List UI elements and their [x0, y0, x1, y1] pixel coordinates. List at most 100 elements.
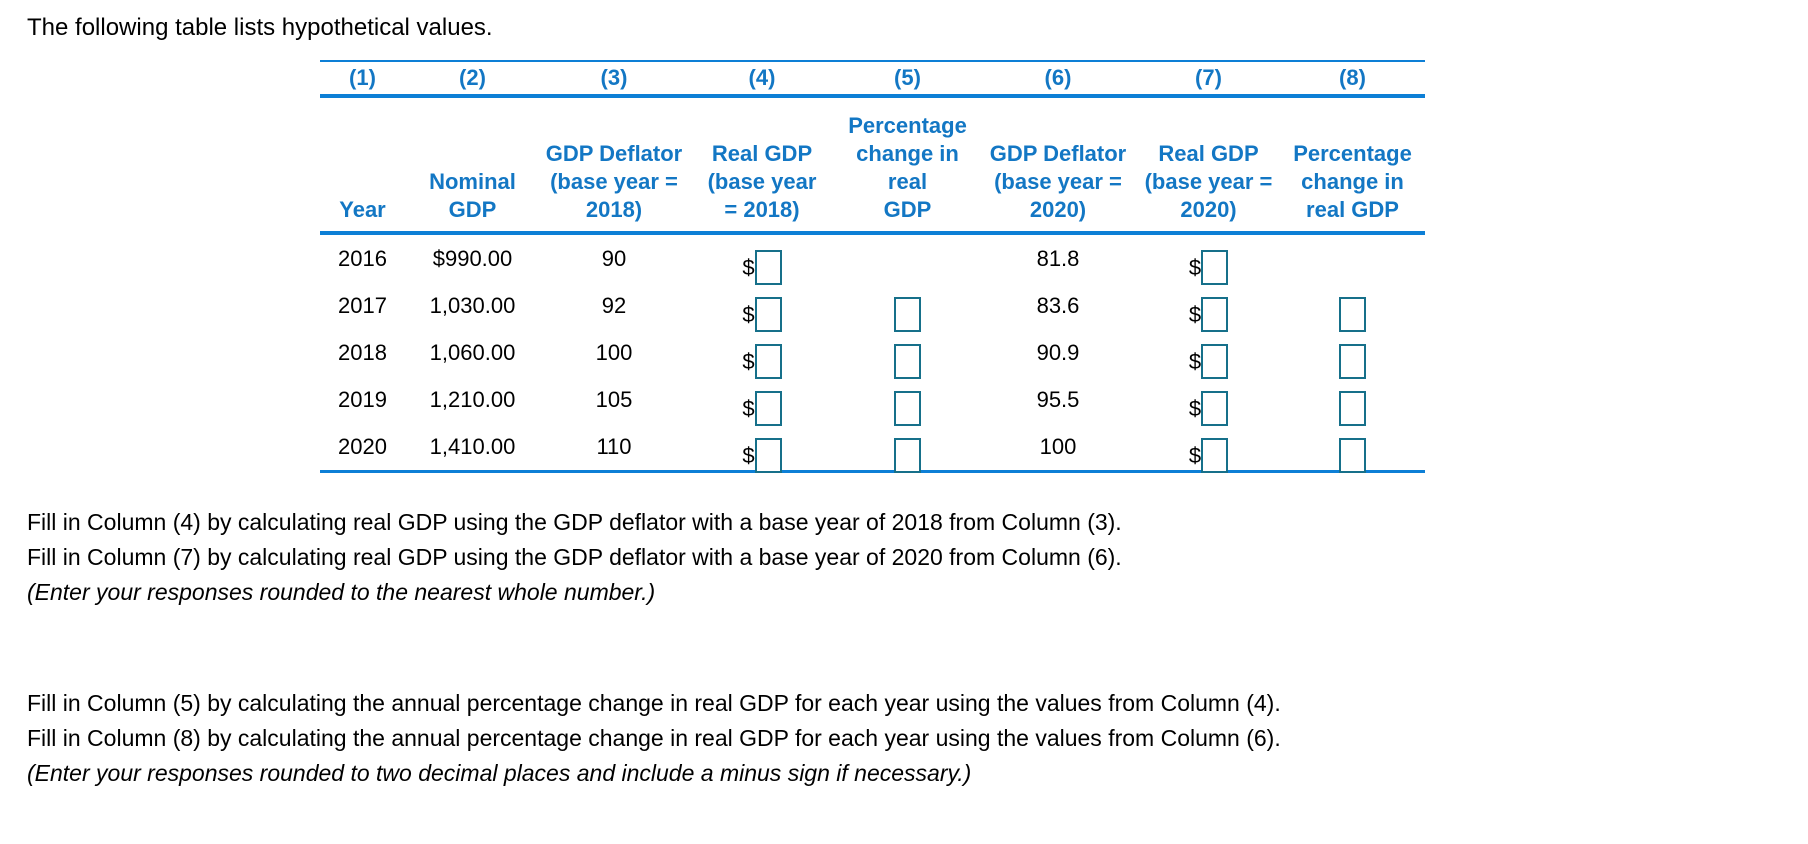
- pct-change-col5-input[interactable]: [894, 297, 921, 332]
- column-number: (3): [600, 65, 628, 90]
- real-gdp-2020-input[interactable]: [1201, 250, 1229, 285]
- table-row: 2017 1,030.00 92 $ 83.6 $: [320, 282, 1425, 332]
- year-cell: 2018: [338, 339, 387, 365]
- real-gdp-2018-cell: $: [688, 382, 836, 426]
- gdp-deflator-2020-cell: 81.8: [1036, 245, 1080, 271]
- real-gdp-2018-input[interactable]: [754, 297, 782, 332]
- instruction-note: (Enter your responses rounded to two dec…: [27, 760, 972, 786]
- column-number: (7): [1195, 65, 1222, 90]
- real-gdp-2020-cell: $: [1137, 241, 1280, 285]
- header-real-gdp-2018: Real GDP (base year = 2018): [707, 141, 817, 222]
- nominal-gdp-cell: 1,030.00: [429, 292, 516, 318]
- dollar-sign: $: [1188, 348, 1202, 374]
- real-gdp-2020-input[interactable]: [1201, 344, 1229, 379]
- nominal-gdp-cell: 1,410.00: [429, 433, 516, 459]
- header-pct-change-col8: Percentage change in real GDP: [1293, 141, 1412, 222]
- pct-change-col8-input[interactable]: [1339, 297, 1366, 332]
- gdp-deflator-2018-cell: 90: [601, 245, 627, 271]
- intro-text: The following table lists hypothetical v…: [27, 14, 493, 41]
- instructions-block-2: Fill in Column (5) by calculating the an…: [27, 686, 1281, 791]
- table-row: 2019 1,210.00 105 $ 95.5 $: [320, 376, 1425, 426]
- column-number: (8): [1339, 65, 1366, 90]
- pct-change-col5-input[interactable]: [894, 344, 921, 379]
- table-row: 2020 1,410.00 110 $ 100 $: [320, 423, 1425, 473]
- column-number-row: (1) (2) (3) (4) (5) (6) (7) (8): [320, 60, 1425, 98]
- gdp-deflator-2018-cell: 110: [596, 433, 632, 459]
- dollar-sign: $: [1188, 254, 1202, 280]
- instruction-line: Fill in Column (4) by calculating real G…: [27, 509, 1122, 535]
- dollar-sign: $: [1188, 395, 1202, 421]
- real-gdp-2020-input[interactable]: [1201, 438, 1229, 473]
- real-gdp-2018-input[interactable]: [754, 250, 782, 285]
- gdp-deflator-2018-cell: 100: [595, 339, 633, 365]
- dollar-sign: $: [1188, 442, 1202, 468]
- pct-change-col8-input[interactable]: [1339, 391, 1366, 426]
- real-gdp-2020-cell: $: [1137, 382, 1280, 426]
- instructions-block-1: Fill in Column (4) by calculating real G…: [27, 505, 1122, 610]
- header-pct-change-col5: Percentage change in real GDP: [848, 113, 967, 222]
- instruction-note: (Enter your responses rounded to the nea…: [27, 579, 656, 605]
- real-gdp-2020-cell: $: [1137, 288, 1280, 332]
- nominal-gdp-cell: 1,210.00: [429, 386, 516, 412]
- column-header-row: Year Nominal GDP GDP Deflator (base year…: [320, 98, 1425, 235]
- pct-change-col5-cell: [836, 335, 979, 379]
- header-nominal-gdp: Nominal GDP: [429, 169, 516, 222]
- table-body: 2016 $990.00 90 $ 81.8 $ 2017 1,030.00 9…: [320, 235, 1425, 473]
- real-gdp-2018-input[interactable]: [754, 344, 782, 379]
- dollar-sign: $: [742, 348, 755, 374]
- pct-change-col5-input[interactable]: [894, 391, 921, 426]
- real-gdp-2018-cell: $: [688, 241, 836, 285]
- nominal-gdp-cell: $990.00: [432, 245, 513, 271]
- pct-change-col8-input[interactable]: [1339, 344, 1366, 379]
- real-gdp-2018-cell: $: [688, 429, 836, 473]
- real-gdp-2018-cell: $: [688, 335, 836, 379]
- pct-change-col5-cell: [836, 382, 979, 426]
- gdp-deflator-2020-cell: 83.6: [1036, 292, 1080, 318]
- gdp-deflator-2020-cell: 100: [1039, 433, 1077, 459]
- gdp-deflator-2018-cell: 92: [601, 292, 627, 318]
- gdp-deflator-2020-cell: 90.9: [1036, 339, 1080, 365]
- column-number: (1): [349, 65, 376, 90]
- column-number: (4): [748, 65, 776, 90]
- instruction-line: Fill in Column (8) by calculating the an…: [27, 725, 1281, 751]
- column-number: (5): [894, 65, 921, 90]
- pct-change-col8-cell: [1280, 288, 1425, 332]
- table-row: 2016 $990.00 90 $ 81.8 $: [320, 235, 1425, 285]
- pct-change-col5-input[interactable]: [894, 438, 921, 473]
- dollar-sign: $: [742, 301, 755, 327]
- table-row: 2018 1,060.00 100 $ 90.9 $: [320, 329, 1425, 379]
- pct-change-col8-input[interactable]: [1339, 438, 1366, 473]
- real-gdp-2020-input[interactable]: [1201, 391, 1229, 426]
- header-gdp-deflator-2018: GDP Deflator (base year = 2018): [545, 141, 683, 222]
- dollar-sign: $: [742, 442, 755, 468]
- header-real-gdp-2020: Real GDP (base year = 2020): [1144, 141, 1273, 222]
- year-cell: 2016: [338, 245, 387, 271]
- real-gdp-2020-cell: $: [1137, 335, 1280, 379]
- instruction-line: Fill in Column (7) by calculating real G…: [27, 544, 1122, 570]
- real-gdp-2018-cell: $: [688, 288, 836, 332]
- pct-change-col5-cell: [836, 429, 979, 473]
- year-cell: 2017: [338, 292, 387, 318]
- pct-change-col5-cell: [836, 288, 979, 332]
- column-number: (2): [459, 65, 486, 90]
- instruction-line: Fill in Column (5) by calculating the an…: [27, 690, 1281, 716]
- nominal-gdp-cell: 1,060.00: [429, 339, 516, 365]
- real-gdp-2018-input[interactable]: [754, 438, 782, 473]
- dollar-sign: $: [742, 254, 755, 280]
- gdp-deflator-2020-cell: 95.5: [1036, 386, 1080, 412]
- real-gdp-2020-input[interactable]: [1201, 297, 1229, 332]
- year-cell: 2020: [338, 433, 387, 459]
- real-gdp-2020-cell: $: [1137, 429, 1280, 473]
- dollar-sign: $: [742, 395, 755, 421]
- header-gdp-deflator-2020: GDP Deflator (base year = 2020): [989, 141, 1127, 222]
- year-cell: 2019: [338, 386, 387, 412]
- pct-change-col8-cell: [1280, 429, 1425, 473]
- gdp-table: (1) (2) (3) (4) (5) (6) (7) (8) Year Nom…: [320, 60, 1425, 473]
- dollar-sign: $: [1188, 301, 1202, 327]
- column-number: (6): [1044, 65, 1072, 90]
- real-gdp-2018-input[interactable]: [754, 391, 782, 426]
- pct-change-col8-cell: [1280, 335, 1425, 379]
- pct-change-col8-cell: [1280, 382, 1425, 426]
- header-year: Year: [339, 197, 386, 222]
- gdp-deflator-2018-cell: 105: [595, 386, 633, 412]
